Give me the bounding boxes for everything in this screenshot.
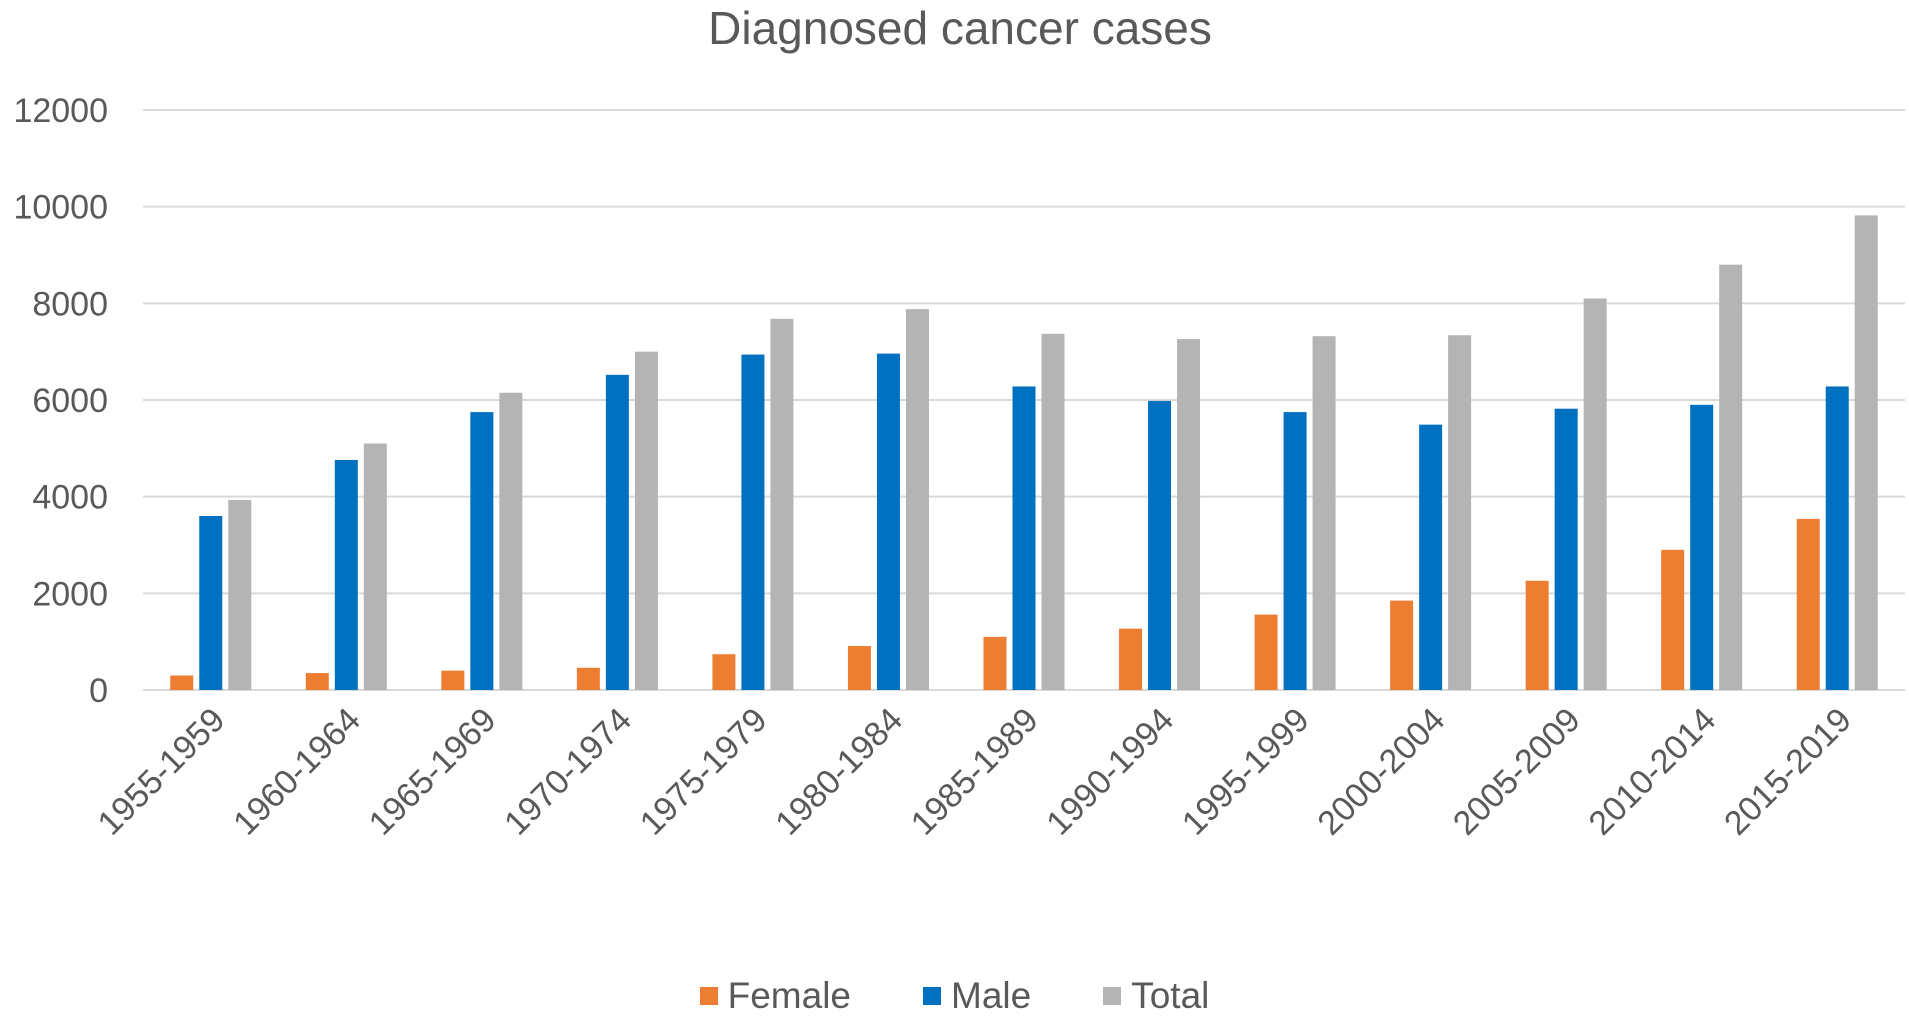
- bar-male-2000-2004: [1419, 424, 1443, 690]
- bar-female-2000-2004: [1390, 600, 1414, 690]
- bar-male-1985-1989: [1012, 386, 1036, 690]
- bar-female-2010-2014: [1661, 549, 1685, 690]
- bar-male-1990-1994: [1148, 400, 1172, 690]
- bar-total-2015-2019: [1854, 215, 1878, 690]
- legend-swatch-total: [1103, 987, 1122, 1005]
- bar-female-1970-1974: [576, 667, 600, 690]
- y-tick-label: 12000: [13, 92, 108, 130]
- y-tick-label: 10000: [13, 189, 108, 227]
- bar-male-1965-1969: [470, 412, 494, 690]
- bar-male-2015-2019: [1825, 386, 1849, 690]
- y-axis: 0 2000 4000 6000 8000 10000 12000: [13, 92, 108, 710]
- x-tick-label: 2010-2014: [1581, 701, 1723, 843]
- chart-title: Diagnosed cancer cases: [708, 2, 1212, 54]
- bar-male-1970-1974: [605, 374, 629, 690]
- bar-female-1985-1989: [983, 636, 1007, 690]
- legend-label-female: Female: [727, 975, 852, 1016]
- bar-total-2010-2014: [1719, 264, 1743, 690]
- x-tick-label: 2015-2019: [1717, 701, 1859, 843]
- bar-total-1970-1974: [634, 351, 658, 690]
- bar-female-2005-2009: [1525, 580, 1549, 690]
- y-tick-label: 4000: [32, 479, 108, 517]
- bar-total-1995-1999: [1312, 336, 1336, 690]
- x-tick-label: 1985-1989: [904, 701, 1046, 843]
- bar-total-1985-1989: [1041, 333, 1065, 690]
- x-tick-label: 1955-1959: [91, 701, 233, 843]
- legend-label-total: Total: [1131, 975, 1210, 1016]
- legend-item-female: Female: [699, 975, 852, 1017]
- bar-total-1990-1994: [1177, 339, 1201, 690]
- bar-male-2010-2014: [1690, 404, 1714, 690]
- bar-female-2015-2019: [1796, 518, 1820, 690]
- x-tick-label: 1990-1994: [1039, 701, 1181, 843]
- bars: [170, 215, 1878, 690]
- bar-total-2000-2004: [1448, 335, 1472, 690]
- x-tick-label: 1980-1984: [768, 701, 910, 843]
- legend-item-total: Total: [1103, 975, 1209, 1017]
- legend-label-male: Male: [951, 975, 1032, 1016]
- bar-female-1955-1959: [170, 675, 194, 690]
- bar-total-1960-1964: [363, 443, 387, 690]
- bar-female-1980-1984: [847, 646, 871, 690]
- legend-swatch-female: [699, 987, 718, 1005]
- bar-total-2005-2009: [1583, 298, 1607, 690]
- y-tick-label: 6000: [32, 382, 108, 420]
- y-tick-label: 0: [89, 672, 108, 710]
- bar-total-1980-1984: [905, 309, 929, 690]
- x-tick-label: 1995-1999: [1175, 701, 1317, 843]
- legend-swatch-male: [923, 987, 942, 1005]
- bar-male-2005-2009: [1554, 408, 1578, 690]
- y-tick-label: 8000: [32, 285, 108, 323]
- bar-male-1955-1959: [199, 516, 223, 690]
- bar-male-1975-1979: [741, 354, 765, 690]
- bar-male-1960-1964: [334, 459, 358, 690]
- legend-item-male: Male: [923, 975, 1031, 1017]
- x-tick-label: 2000-2004: [1310, 701, 1452, 843]
- x-tick-label: 1970-1974: [497, 701, 639, 843]
- x-tick-label: 1975-1979: [633, 701, 775, 843]
- x-axis: 1955-19591960-19641965-19691970-19741975…: [91, 701, 1859, 843]
- bar-total-1955-1959: [228, 500, 252, 690]
- bar-total-1975-1979: [770, 318, 794, 690]
- bar-female-1975-1979: [712, 654, 736, 690]
- x-tick-label: 1960-1964: [226, 701, 368, 843]
- x-tick-label: 2005-2009: [1446, 701, 1588, 843]
- bar-total-1965-1969: [499, 392, 523, 690]
- bar-female-1990-1994: [1119, 628, 1143, 690]
- bar-female-1960-1964: [305, 673, 329, 690]
- x-tick-label: 1965-1969: [362, 701, 504, 843]
- bar-female-1995-1999: [1254, 614, 1278, 690]
- bar-male-1995-1999: [1283, 412, 1307, 690]
- bar-female-1965-1969: [441, 670, 465, 690]
- y-tick-label: 2000: [32, 575, 108, 613]
- legend: Female Male Total: [0, 975, 1909, 1017]
- bar-male-1980-1984: [876, 353, 900, 690]
